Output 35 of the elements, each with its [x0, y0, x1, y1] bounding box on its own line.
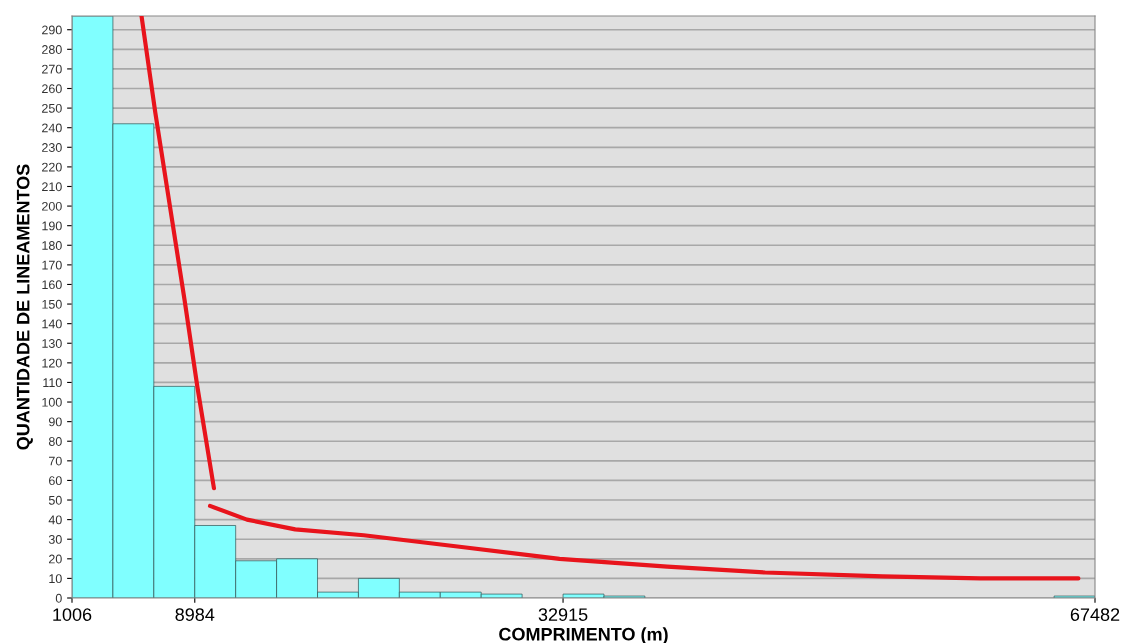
y-tick-label: 190	[42, 221, 62, 231]
x-tick-label: 32915	[538, 608, 588, 621]
y-tick-label: 120	[42, 358, 62, 368]
y-tick-label: 160	[42, 280, 62, 290]
x-tick-label: 8984	[175, 608, 215, 621]
y-tick-label: 20	[49, 554, 62, 564]
y-tick-label: 170	[42, 260, 62, 270]
y-tick-label: 220	[42, 162, 62, 172]
y-tick-label: 10	[49, 574, 62, 584]
y-tick-label: 200	[42, 201, 62, 211]
y-tick-label: 230	[42, 143, 62, 152]
x-tick-label: 67482	[1070, 608, 1120, 621]
y-tick-label: 90	[48, 417, 62, 427]
y-tick-label: 60	[49, 476, 62, 486]
y-tick-label: 130	[42, 339, 62, 348]
y-tick-label: 70	[49, 456, 62, 466]
y-tick-label: 240	[42, 123, 62, 133]
y-tick-label: 250	[42, 103, 62, 113]
y-tick-label: 100	[42, 397, 62, 407]
y-tick-label: 280	[42, 45, 62, 54]
y-tick-label: 0	[55, 593, 62, 603]
y-tick-label: 210	[42, 182, 62, 192]
y-tick-label: 80	[48, 437, 62, 446]
y-tick-label: 140	[42, 319, 62, 329]
y-tick-label: 260	[42, 84, 62, 94]
x-tick-label: 1006	[53, 608, 92, 621]
y-tick-label: 270	[42, 64, 62, 74]
y-tick-label: 290	[42, 25, 62, 35]
y-tick-label: 30	[48, 535, 62, 544]
y-tick-label: 150	[42, 299, 62, 309]
y-tick-label: 180	[42, 241, 62, 250]
y-tick-label: 40	[48, 515, 62, 525]
y-tick-label: 50	[48, 495, 62, 505]
y-tick-label: 110	[43, 378, 62, 388]
y-axis-title: QUANTIDADE DE LINEAMENTOS	[16, 164, 33, 450]
